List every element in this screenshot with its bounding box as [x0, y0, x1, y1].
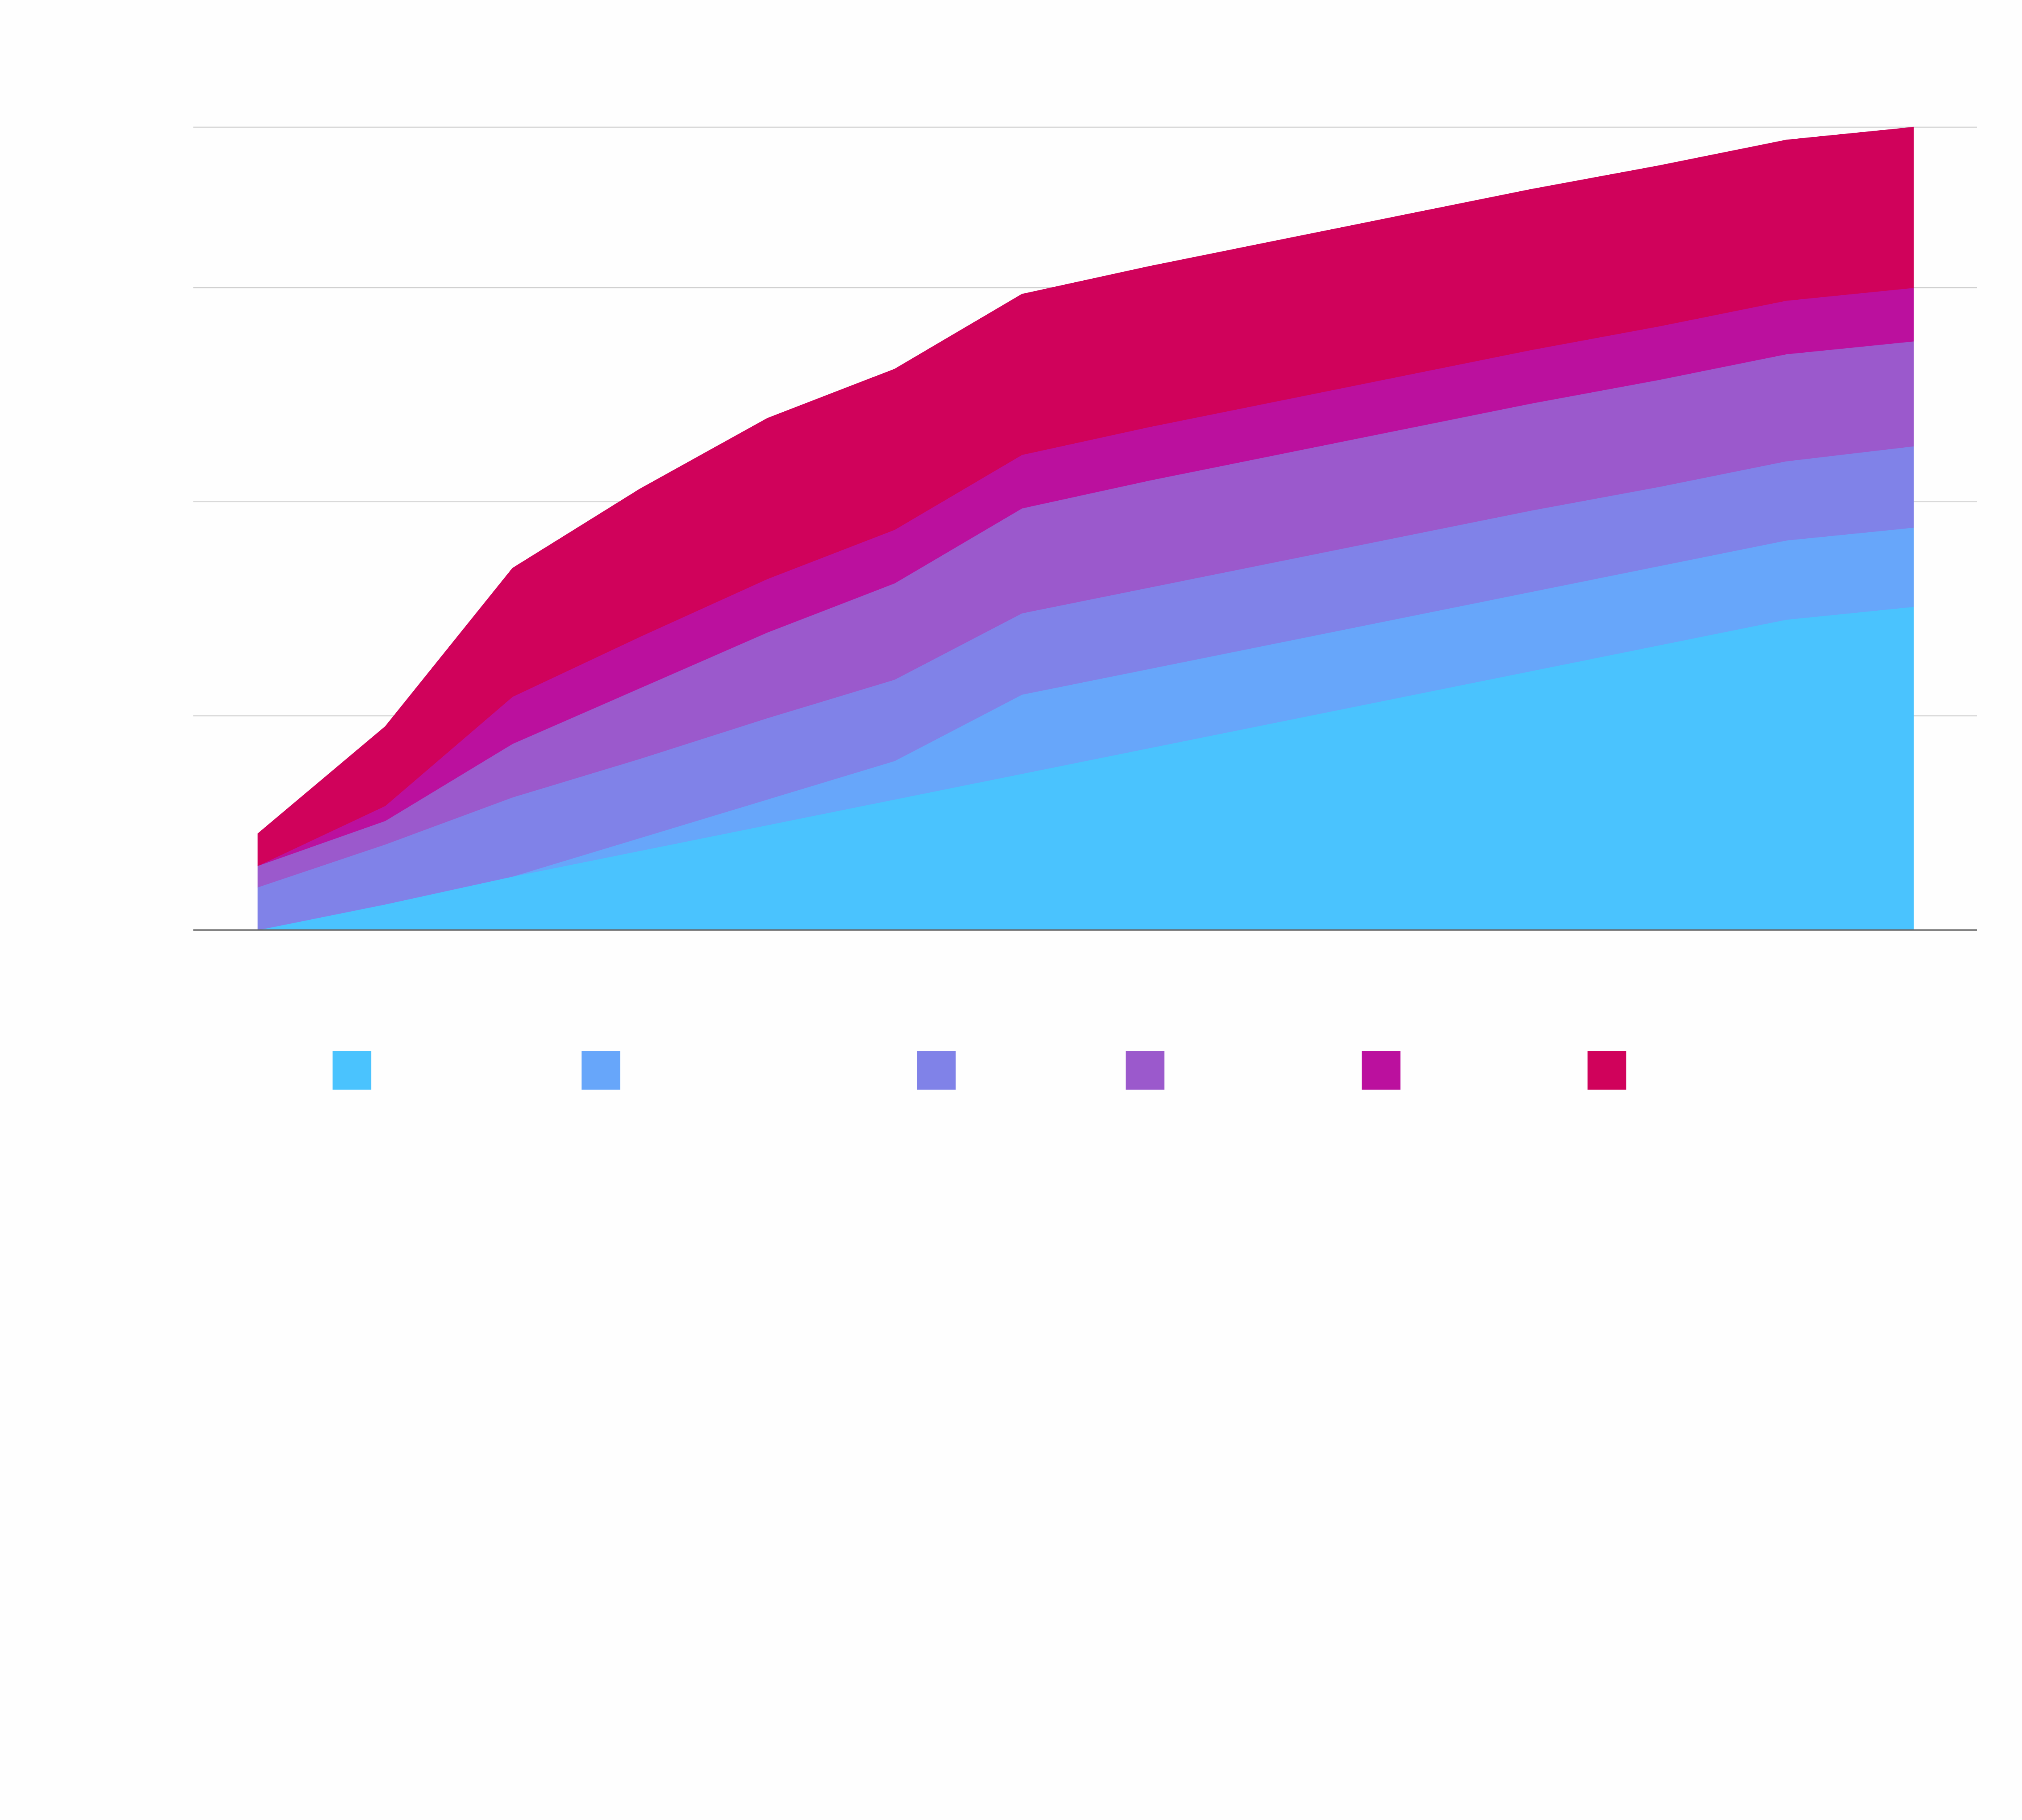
legend-swatch-5[interactable]: [1362, 1051, 1401, 1090]
area-series: [257, 127, 1914, 931]
legend-swatch-3[interactable]: [917, 1051, 956, 1090]
legend: [332, 1051, 1626, 1090]
area-series-6: [257, 127, 1914, 866]
legend-swatch-4[interactable]: [1125, 1051, 1165, 1090]
legend-swatch-2[interactable]: [582, 1051, 620, 1090]
legend-swatch-6[interactable]: [1587, 1051, 1626, 1090]
legend-swatch-1[interactable]: [332, 1051, 372, 1090]
stacked-area-chart: [193, 127, 1977, 1090]
